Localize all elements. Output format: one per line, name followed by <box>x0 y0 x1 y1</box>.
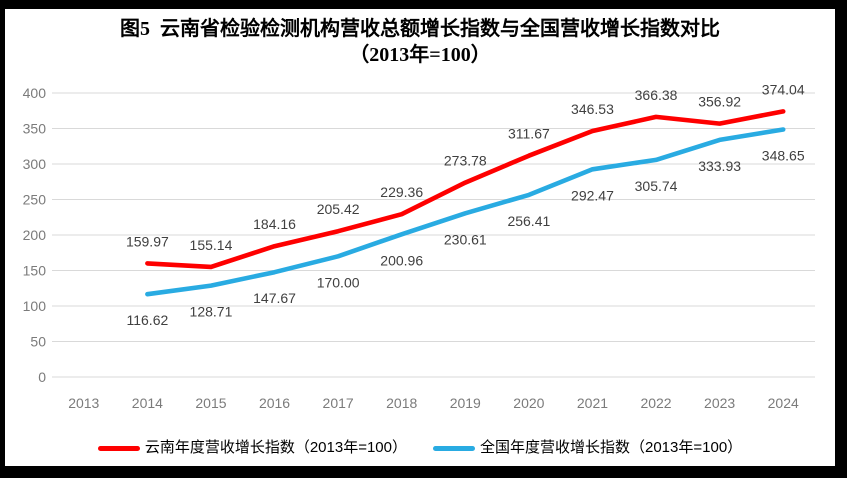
legend-item-national: 全国年度营收增长指数（2013年=100） <box>433 439 742 457</box>
svg-text:356.92: 356.92 <box>698 94 741 110</box>
svg-text:229.36: 229.36 <box>380 184 423 200</box>
svg-text:200: 200 <box>23 227 47 243</box>
svg-text:311.67: 311.67 <box>508 126 550 142</box>
svg-text:2020: 2020 <box>513 395 544 411</box>
svg-text:116.62: 116.62 <box>126 312 168 328</box>
svg-text:400: 400 <box>23 85 47 101</box>
legend-label-national: 全国年度营收增长指数（2013年=100） <box>480 439 743 456</box>
svg-text:150: 150 <box>23 263 47 279</box>
svg-text:2016: 2016 <box>259 395 290 411</box>
svg-text:305.74: 305.74 <box>635 178 678 194</box>
svg-text:2018: 2018 <box>386 395 417 411</box>
line-chart: 0 50 100 150 200 250 300 350 400 2013 2014 2015 2016… <box>23 81 815 411</box>
series-line-1 <box>145 127 786 297</box>
svg-text:292.47: 292.47 <box>571 187 614 203</box>
svg-text:200.96: 200.96 <box>380 252 423 268</box>
svg-text:2017: 2017 <box>323 395 354 411</box>
legend-label-yunnan: 云南年度营收增长指数（2013年=100） <box>144 439 407 456</box>
svg-text:170.00: 170.00 <box>317 274 360 290</box>
svg-text:155.14: 155.14 <box>190 237 233 253</box>
svg-text:147.67: 147.67 <box>253 290 296 306</box>
svg-text:346.53: 346.53 <box>571 101 614 117</box>
legend-item-yunnan: 云南年度营收增长指数（2013年=100） <box>97 439 407 457</box>
svg-text:159.97: 159.97 <box>126 233 169 249</box>
svg-text:250: 250 <box>23 192 47 208</box>
svg-text:184.16: 184.16 <box>253 216 296 232</box>
yunnan-line-swatch-icon <box>97 445 140 451</box>
svg-text:2022: 2022 <box>640 395 671 411</box>
svg-text:0: 0 <box>38 369 46 385</box>
svg-text:350: 350 <box>23 121 47 137</box>
svg-text:2014: 2014 <box>132 395 163 411</box>
svg-text:273.78: 273.78 <box>444 153 487 169</box>
svg-text:100: 100 <box>23 298 47 314</box>
chart-title-line1: 图5 云南省检验检测机构营收总额增长指数与全国营收增长指数对比 <box>120 18 720 40</box>
svg-text:128.71: 128.71 <box>190 304 233 320</box>
national-line-swatch-icon <box>433 445 475 451</box>
svg-text:300: 300 <box>23 156 47 172</box>
svg-text:366.38: 366.38 <box>635 87 678 103</box>
series-line-0 <box>145 109 786 270</box>
svg-text:2019: 2019 <box>450 395 481 411</box>
legend: 云南年度营收增长指数（2013年=100） 全国年度营收增长指数（2013年=1… <box>5 439 835 457</box>
svg-text:50: 50 <box>30 334 46 350</box>
svg-text:2013: 2013 <box>68 395 99 411</box>
svg-text:2015: 2015 <box>195 395 226 411</box>
chart-title: 图5 云南省检验检测机构营收总额增长指数与全国营收增长指数对比 （2013年=1… <box>5 16 835 68</box>
series-0-data-labels: 159.97 155.14 184.16 205.42 229.36 273.78 311.… <box>126 81 805 252</box>
svg-text:348.65: 348.65 <box>762 147 805 163</box>
svg-text:2021: 2021 <box>577 395 608 411</box>
gridlines <box>52 92 815 378</box>
svg-text:333.93: 333.93 <box>698 158 741 174</box>
svg-text:374.04: 374.04 <box>762 81 805 97</box>
x-axis-tick-labels: 2013 2014 2015 2016 2017 2018 2019 2020 2021 2022… <box>68 395 799 411</box>
svg-text:256.41: 256.41 <box>507 213 550 229</box>
series-1-data-labels: 116.62 128.71 147.67 170.00 200.96 230.61 256.… <box>126 147 804 328</box>
chart-title-line2: （2013年=100） <box>349 44 491 66</box>
svg-text:230.61: 230.61 <box>444 231 487 247</box>
y-axis-tick-labels: 0 50 100 150 200 250 300 350 400 <box>23 85 47 385</box>
svg-text:2023: 2023 <box>704 395 735 411</box>
svg-text:2024: 2024 <box>768 395 799 411</box>
svg-text:205.42: 205.42 <box>317 201 360 217</box>
